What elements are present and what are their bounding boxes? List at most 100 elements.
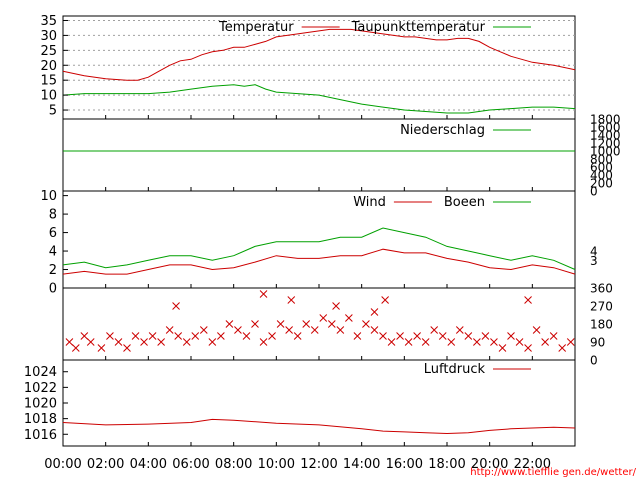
direction-point: [336, 326, 345, 334]
direction-point: [140, 338, 148, 346]
ytick-label-wind: 2: [49, 263, 57, 278]
xtick-label: 16:00: [386, 457, 423, 472]
direction-point: [276, 320, 285, 328]
ytick-right-label-precipitation: 600: [590, 161, 613, 175]
xtick-label: 10:00: [258, 457, 295, 472]
legend-label-Boeen: Boeen: [444, 195, 485, 210]
panel-frame-pressure: [62, 359, 576, 447]
direction-point: [379, 332, 387, 340]
direction-point: [404, 338, 413, 346]
direction-point: [123, 344, 131, 352]
ytick-label-temperature: 20: [40, 59, 57, 74]
direction-point: [65, 338, 74, 346]
ytick-right-label-precipitation: 1200: [590, 137, 621, 151]
ytick-right-label-wind-direction: 90: [590, 336, 605, 350]
ytick-right-label-precipitation: 800: [590, 153, 613, 167]
direction-point: [473, 338, 481, 346]
direction-point: [515, 338, 524, 346]
xtick-label: 20:00: [471, 457, 508, 472]
ytick-right-label-precipitation: 1000: [590, 145, 621, 159]
direction-point: [455, 326, 464, 334]
direction-point: [285, 326, 293, 334]
ytick-right-label-wind-direction: 360: [590, 282, 613, 296]
panel-gridlines: [63, 19, 575, 111]
direction-point: [97, 344, 106, 352]
ytick-label-temperature: 25: [40, 44, 57, 59]
direction-point: [191, 332, 200, 340]
series-Windrichtung: [65, 290, 575, 352]
series-layer: [62, 28, 576, 435]
ytick-label-wind: 10: [40, 189, 57, 204]
direction-point: [332, 302, 340, 310]
series-line-Boeen: [62, 227, 576, 270]
direction-point: [353, 332, 362, 340]
direction-point: [268, 332, 276, 340]
ytick-right-label-precipitation: 1400: [590, 129, 621, 143]
direction-point: [106, 332, 114, 340]
direction-point: [148, 332, 157, 340]
direction-point: [251, 320, 259, 328]
direction-point: [114, 338, 123, 346]
direction-point: [208, 338, 217, 346]
source-url: http://www.tiefflie gen.de/wetter/: [470, 467, 636, 478]
ytick-right-label-precipitation: 400: [590, 169, 613, 183]
ytick-right-label-precipitation: 1800: [590, 113, 621, 127]
direction-point: [157, 338, 165, 346]
direction-point: [387, 338, 396, 346]
direction-point: [421, 338, 430, 346]
xtick-label: 14:00: [343, 457, 380, 472]
ytick-label-pressure: 1016: [24, 428, 57, 443]
panel-frame-temperature: [62, 15, 576, 120]
direction-point: [345, 314, 353, 322]
legend-label-Luftdruck: Luftdruck: [424, 362, 486, 377]
legend-label-Taupunkttemperatur: Taupunkttemperatur: [351, 20, 486, 35]
ytick-label-wind: 6: [49, 226, 57, 241]
direction-point: [370, 326, 379, 334]
direction-point: [259, 338, 268, 346]
ytick-right-label-precipitation: 0: [590, 185, 598, 199]
direction-point: [302, 320, 311, 328]
ytick-right-label-wind-direction: 0: [590, 354, 598, 368]
direction-point: [498, 344, 507, 352]
direction-point: [327, 320, 336, 328]
direction-point: [524, 344, 532, 352]
direction-point: [182, 338, 191, 346]
panel-frame-wind-direction: [62, 287, 576, 361]
ytick-label-wind: 0: [49, 282, 57, 297]
direction-point: [481, 332, 490, 340]
direction-point: [541, 338, 549, 346]
ytick-right-label-wind-direction: 180: [590, 318, 613, 332]
direction-point: [242, 332, 251, 340]
direction-point: [413, 332, 421, 340]
xtick-label: 22:00: [514, 457, 551, 472]
ytick-right-label-wind: 4: [590, 245, 598, 259]
ytick-label-pressure: 1020: [24, 397, 57, 412]
ytick-right-label-precipitation: 200: [590, 177, 613, 191]
direction-point: [370, 308, 379, 316]
direction-point: [234, 326, 242, 334]
direction-point: [165, 326, 174, 334]
series-line-Wind: [62, 248, 576, 275]
direction-point: [174, 332, 183, 340]
legends: Taupunkttemperatur Temperatur Niederschlag…: [218, 20, 531, 377]
direction-point: [524, 296, 532, 304]
direction-point: [217, 332, 225, 340]
direction-point: [362, 320, 370, 328]
direction-point: [558, 344, 567, 352]
series-line-Taupunkttemperatur: [62, 84, 576, 114]
direction-point: [438, 332, 447, 340]
series-line-Temperatur: [62, 28, 576, 81]
ytick-label-pressure: 1018: [24, 412, 57, 427]
series-line-Luftdruck: [62, 418, 576, 435]
ytick-label-temperature: 5: [49, 104, 57, 119]
ytick-right-label-precipitation: 1600: [590, 121, 621, 135]
legend-label-Wind: Wind: [353, 195, 386, 210]
direction-point: [447, 338, 456, 346]
legend-label-Niederschlag: Niederschlag: [400, 123, 485, 138]
ytick-right-label-wind: 3: [590, 254, 598, 268]
direction-point: [490, 338, 498, 346]
xtick-label: 18:00: [428, 457, 465, 472]
direction-point: [287, 296, 296, 304]
direction-point: [71, 344, 80, 352]
